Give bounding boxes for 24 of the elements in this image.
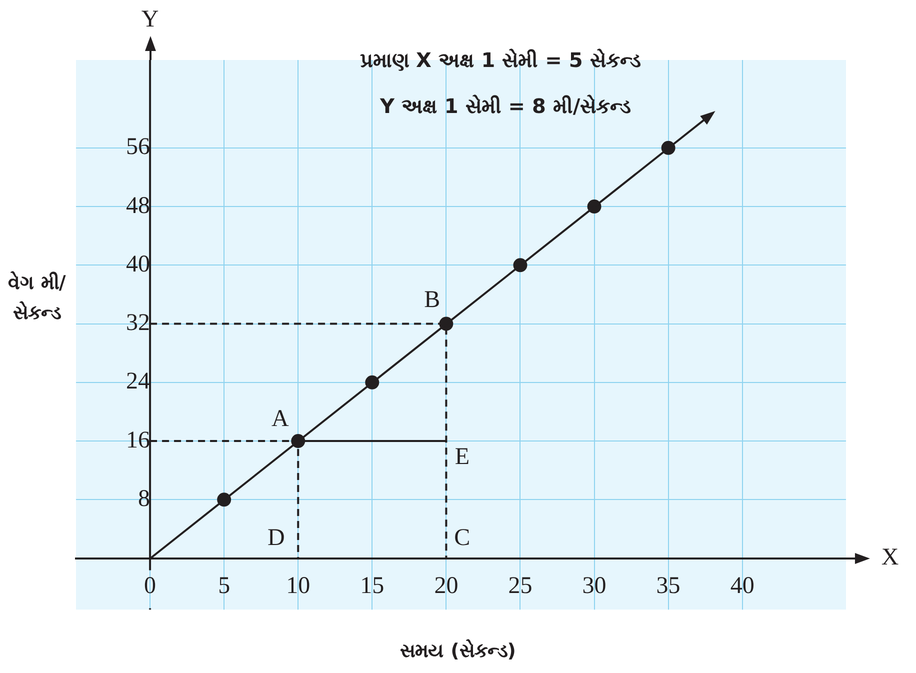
- y-tick-label: 48: [126, 192, 150, 219]
- text: Y: [141, 6, 159, 32]
- text: X: [881, 544, 899, 571]
- x-tick-label: 35: [656, 573, 680, 599]
- annotation: B: [424, 286, 440, 313]
- x-tick-label: 40: [730, 573, 754, 599]
- annotation: D: [267, 525, 285, 552]
- x-axis-title: સમય (સેકન્ડ): [399, 640, 517, 662]
- y-tick-label: 8: [138, 486, 150, 512]
- x-tick-label: 15: [360, 573, 384, 599]
- x-tick-label: 5: [218, 573, 230, 599]
- x-tick-label: 10: [286, 573, 310, 599]
- annotation: પ્રમાણ X અક્ષ 1 સેમી = 5 સેકન્ડ: [360, 48, 641, 72]
- annotation: Y અક્ષ 1 સેમી = 8 મી/સેકન્ડ: [379, 94, 632, 118]
- annotation: A: [271, 406, 289, 432]
- x-tick-label: 20: [434, 573, 458, 599]
- x-tick-label: 25: [508, 573, 532, 599]
- x-tick-label: 0: [144, 573, 156, 599]
- y-tick-label: 32: [126, 310, 150, 336]
- y-axis-title: વેગ મી/ સેકન્ડ: [7, 270, 67, 326]
- annotation: E: [454, 444, 470, 470]
- x-tick-label: 30: [582, 573, 606, 599]
- annotation: C: [454, 525, 470, 552]
- y-tick-label: 40: [126, 251, 150, 278]
